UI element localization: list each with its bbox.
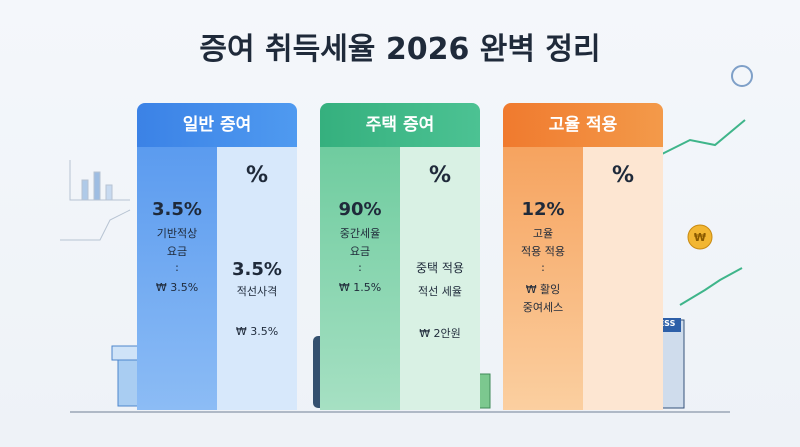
rate: 3.5% [152,199,202,220]
right-column: % [583,147,663,410]
label: : [358,261,362,274]
label: ₩ 3.5% [235,325,279,338]
label: ₩ 1.5% [338,281,382,294]
card-header: 일반 증여 [137,103,297,147]
title: 증여 취득세율 2026 완벽 정리 [199,32,601,67]
rate: 90% [338,199,382,220]
label: 고율 [532,227,554,240]
label: 중간세율 [339,227,381,240]
right-column: % 3.5% 적선사격 ₩ 3.5% [217,147,297,410]
card: 일반 증여 3.5% 기반적상 요금: ₩ 3.5%% 3.5% 적선사격 ₩ 3.5% [137,103,297,410]
coin-icon [687,224,713,250]
percent-icon: % [611,163,635,188]
label: 기반적상 [156,227,198,240]
label: 3.5% [232,259,282,280]
label: ₩ 활잉 [525,283,561,296]
label: ₩ 3.5% [155,281,199,294]
coin-symbol: ₩ [694,231,706,244]
label: : [175,261,179,274]
label: 적선 세율 [418,285,462,298]
card: 주택 증여 90% 중간세율 요금: ₩ 1.5%% 중택 적용 적선 세율 ₩ 2안원 [320,103,480,410]
label: : [541,261,545,274]
card-header: 주택 증여 [320,103,480,147]
rate: 12% [521,199,565,220]
percent-icon: % [245,163,269,188]
label: ₩ 2안원 [419,327,461,340]
card-header: 고율 적용 [503,103,663,147]
label: 적용 적용 [521,245,565,258]
percent-icon: % [428,163,452,188]
label: 중택 적용 [416,261,464,275]
label: 요금 [166,245,188,258]
label: 요금 [349,245,371,258]
label: 중여세스 [522,301,564,314]
label: 적선사격 [236,285,278,298]
